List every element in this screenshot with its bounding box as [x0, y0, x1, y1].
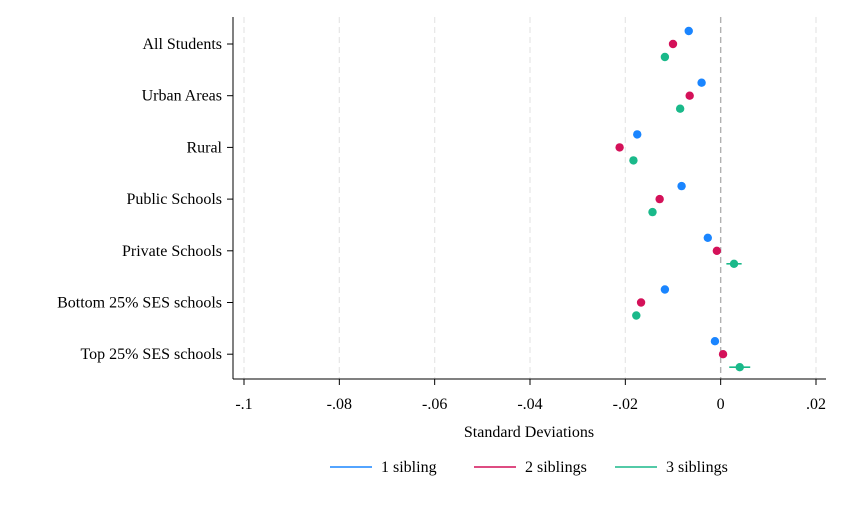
data-point: [703, 233, 712, 242]
x-tick-label: .02: [806, 396, 826, 413]
y-axis-ticks: All Students Urban Areas Rural Public Schoo…: [57, 36, 233, 363]
data-point: [632, 311, 641, 320]
data-point: [685, 91, 694, 100]
data-point: [668, 39, 678, 49]
data-point: [712, 246, 722, 255]
data-point: [729, 259, 739, 268]
data-point: [718, 350, 728, 359]
y-tick-label: Top 25% SES schools: [80, 346, 222, 363]
legend: 1 sibling 2 siblings 3 siblings: [330, 459, 728, 476]
data-point: [675, 104, 685, 113]
data-point: [677, 181, 686, 191]
data-point: [615, 143, 624, 152]
legend-label: 2 siblings: [525, 459, 587, 476]
x-tick-label: 0: [717, 396, 725, 413]
legend-label: 3 siblings: [666, 459, 728, 476]
x-tick-label: -.06: [422, 396, 447, 413]
y-tick-label: Public Schools: [126, 191, 222, 208]
data-point: [648, 207, 657, 217]
legend-label: 1 sibling: [381, 459, 437, 476]
x-tick-label: -.1: [235, 396, 252, 413]
data-point: [636, 298, 646, 307]
x-tick-label: -.02: [613, 396, 638, 413]
y-tick-label: Private Schools: [122, 243, 222, 260]
y-tick-label: Rural: [186, 139, 222, 156]
y-tick-label: Bottom 25% SES schools: [57, 295, 222, 312]
y-tick-label: Urban Areas: [142, 88, 222, 105]
data-point: [710, 337, 720, 346]
x-axis-title: Standard Deviations: [464, 424, 594, 441]
data-point: [660, 52, 670, 62]
data-point: [655, 194, 664, 204]
data-point: [629, 156, 638, 165]
data-point: [633, 130, 642, 139]
x-axis-ticks: -.1 -.08 -.06 -.04 -.02 0 .02: [235, 379, 826, 413]
grid-lines: [243, 17, 817, 379]
x-tick-label: -.04: [517, 396, 542, 413]
data-marks: [615, 26, 751, 372]
data-point: [684, 26, 693, 36]
data-point: [735, 363, 744, 372]
y-tick-label: All Students: [142, 36, 222, 53]
data-point: [697, 78, 706, 87]
data-point: [660, 285, 670, 294]
x-tick-label: -.08: [327, 396, 352, 413]
